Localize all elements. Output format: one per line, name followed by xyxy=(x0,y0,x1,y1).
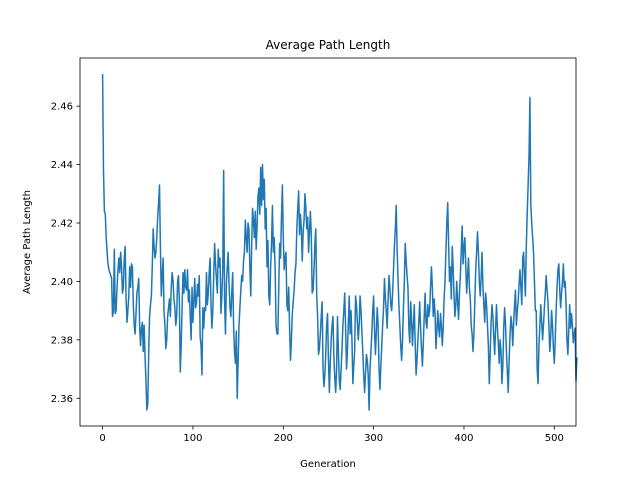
y-tick-label: 2.44 xyxy=(51,160,73,171)
series-line-0 xyxy=(101,74,578,411)
y-axis-ticks: 2.36 2.38 2.40 2.42 2.44 2.46 xyxy=(51,102,80,405)
x-tick-label: 400 xyxy=(454,433,473,444)
axes-frame xyxy=(79,57,577,427)
x-axis-label: Generation xyxy=(300,459,356,470)
x-axis-ticks: 0 100 200 300 400 500 xyxy=(99,426,564,444)
y-axis-label: Average Path Length xyxy=(22,190,33,294)
chart-title: Average Path Length xyxy=(266,38,391,52)
plot-area xyxy=(101,74,578,411)
y-tick-label: 2.38 xyxy=(51,335,73,346)
y-tick-label: 2.40 xyxy=(51,277,73,288)
y-tick-label: 2.36 xyxy=(51,394,73,405)
x-tick-label: 300 xyxy=(364,433,383,444)
x-tick-label: 0 xyxy=(99,433,105,444)
x-tick-label: 500 xyxy=(545,433,564,444)
x-tick-label: 100 xyxy=(183,433,202,444)
y-tick-label: 2.46 xyxy=(51,102,73,113)
x-tick-label: 200 xyxy=(274,433,293,444)
y-tick-label: 2.42 xyxy=(51,219,73,230)
